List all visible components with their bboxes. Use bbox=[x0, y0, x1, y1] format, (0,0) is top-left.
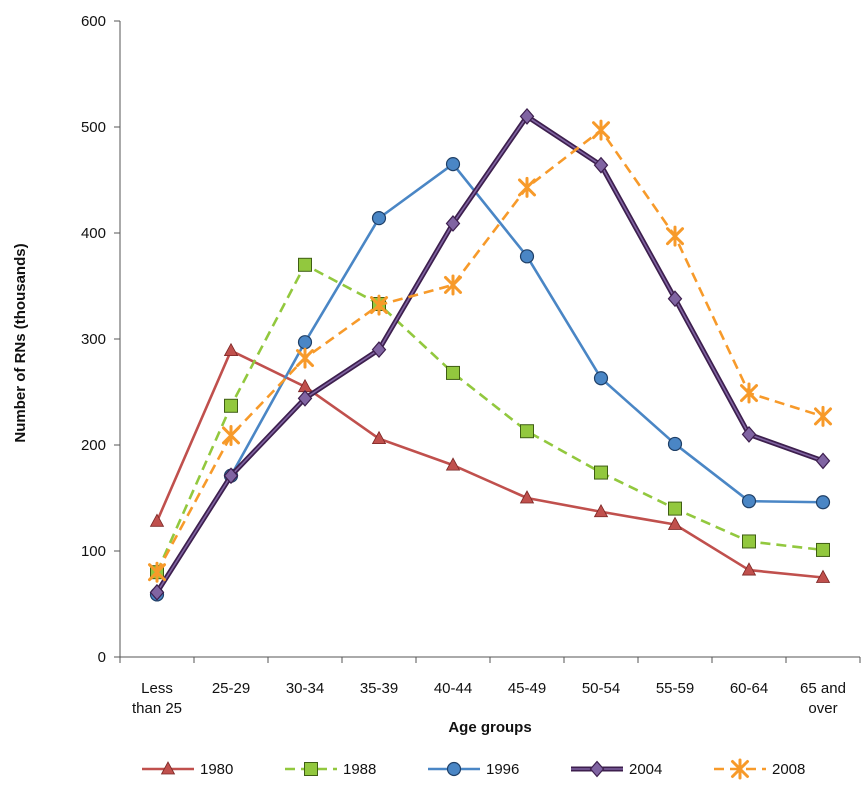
data-point bbox=[595, 372, 608, 385]
series-line bbox=[157, 116, 823, 592]
data-point bbox=[447, 366, 460, 379]
data-point bbox=[594, 121, 609, 139]
legend-marker bbox=[305, 763, 318, 776]
legend-label: 2008 bbox=[772, 761, 805, 778]
legend-marker bbox=[591, 762, 604, 777]
legend-item-1988: 1988 bbox=[285, 761, 376, 778]
data-point bbox=[373, 212, 386, 225]
x-tick-label: 40-44 bbox=[434, 680, 472, 697]
y-tick-label: 500 bbox=[81, 119, 106, 136]
legend-item-2004: 2004 bbox=[571, 761, 662, 778]
y-tick-label: 400 bbox=[81, 225, 106, 242]
legend-label: 1996 bbox=[486, 761, 519, 778]
series-line bbox=[157, 265, 823, 572]
x-axis-title: Age groups bbox=[448, 719, 531, 736]
data-point bbox=[669, 502, 682, 515]
data-point bbox=[446, 276, 461, 294]
series-2004 bbox=[151, 109, 830, 600]
data-point bbox=[743, 535, 756, 548]
x-tick-label: 30-34 bbox=[286, 680, 324, 697]
series-1980 bbox=[151, 344, 830, 583]
data-point bbox=[520, 178, 535, 196]
x-tick-label: 55-59 bbox=[656, 680, 694, 697]
data-point bbox=[151, 514, 164, 526]
series-line-outline bbox=[157, 116, 823, 592]
series-1996 bbox=[151, 158, 830, 601]
data-point bbox=[743, 563, 756, 575]
y-tick-label: 0 bbox=[98, 649, 106, 666]
x-tick-label: 35-39 bbox=[360, 680, 398, 697]
legend-label: 1980 bbox=[200, 761, 233, 778]
x-tick-label: 65 and over bbox=[800, 680, 846, 717]
axes: 0 100 200 300 400 500 600 Less than 25 25-29 30-34… bbox=[81, 13, 860, 717]
y-tick-label: 600 bbox=[81, 13, 106, 30]
legend-item-2008: 2008 bbox=[714, 760, 805, 778]
x-tick-label: 60-64 bbox=[730, 680, 768, 697]
data-point bbox=[373, 432, 386, 444]
y-axis-title: Number of RNs (thousands) bbox=[12, 243, 29, 442]
data-point bbox=[225, 399, 238, 412]
y-tick-label: 300 bbox=[81, 331, 106, 348]
data-point bbox=[298, 349, 313, 367]
data-point bbox=[817, 543, 830, 556]
x-tick-label: Less than 25 bbox=[132, 680, 182, 717]
data-point bbox=[817, 496, 830, 509]
series-layer bbox=[150, 109, 831, 601]
data-point bbox=[817, 453, 830, 468]
data-point bbox=[225, 344, 238, 356]
x-tick-label: 50-54 bbox=[582, 680, 620, 697]
y-tick-label: 100 bbox=[81, 543, 106, 560]
data-point bbox=[521, 250, 534, 263]
data-point bbox=[299, 336, 312, 349]
legend-label: 2004 bbox=[629, 761, 662, 778]
series-line bbox=[157, 130, 823, 572]
data-point bbox=[743, 495, 756, 508]
legend: 1980 1988 1996 2004 2008 bbox=[142, 760, 805, 778]
data-point bbox=[595, 466, 608, 479]
legend-item-1996: 1996 bbox=[428, 761, 519, 778]
series-2008 bbox=[150, 121, 831, 581]
legend-marker bbox=[448, 763, 461, 776]
data-point bbox=[521, 425, 534, 438]
data-point bbox=[816, 407, 831, 425]
x-tick-label: 45-49 bbox=[508, 680, 546, 697]
data-point bbox=[447, 158, 460, 171]
legend-label: 1988 bbox=[343, 761, 376, 778]
data-point bbox=[668, 227, 683, 245]
x-tick-label: 25-29 bbox=[212, 680, 250, 697]
data-point bbox=[669, 437, 682, 450]
data-point bbox=[742, 384, 757, 402]
legend-item-1980: 1980 bbox=[142, 761, 233, 778]
data-point bbox=[299, 258, 312, 271]
series-1988 bbox=[151, 258, 830, 578]
y-tick-label: 200 bbox=[81, 437, 106, 454]
data-point bbox=[224, 426, 239, 444]
